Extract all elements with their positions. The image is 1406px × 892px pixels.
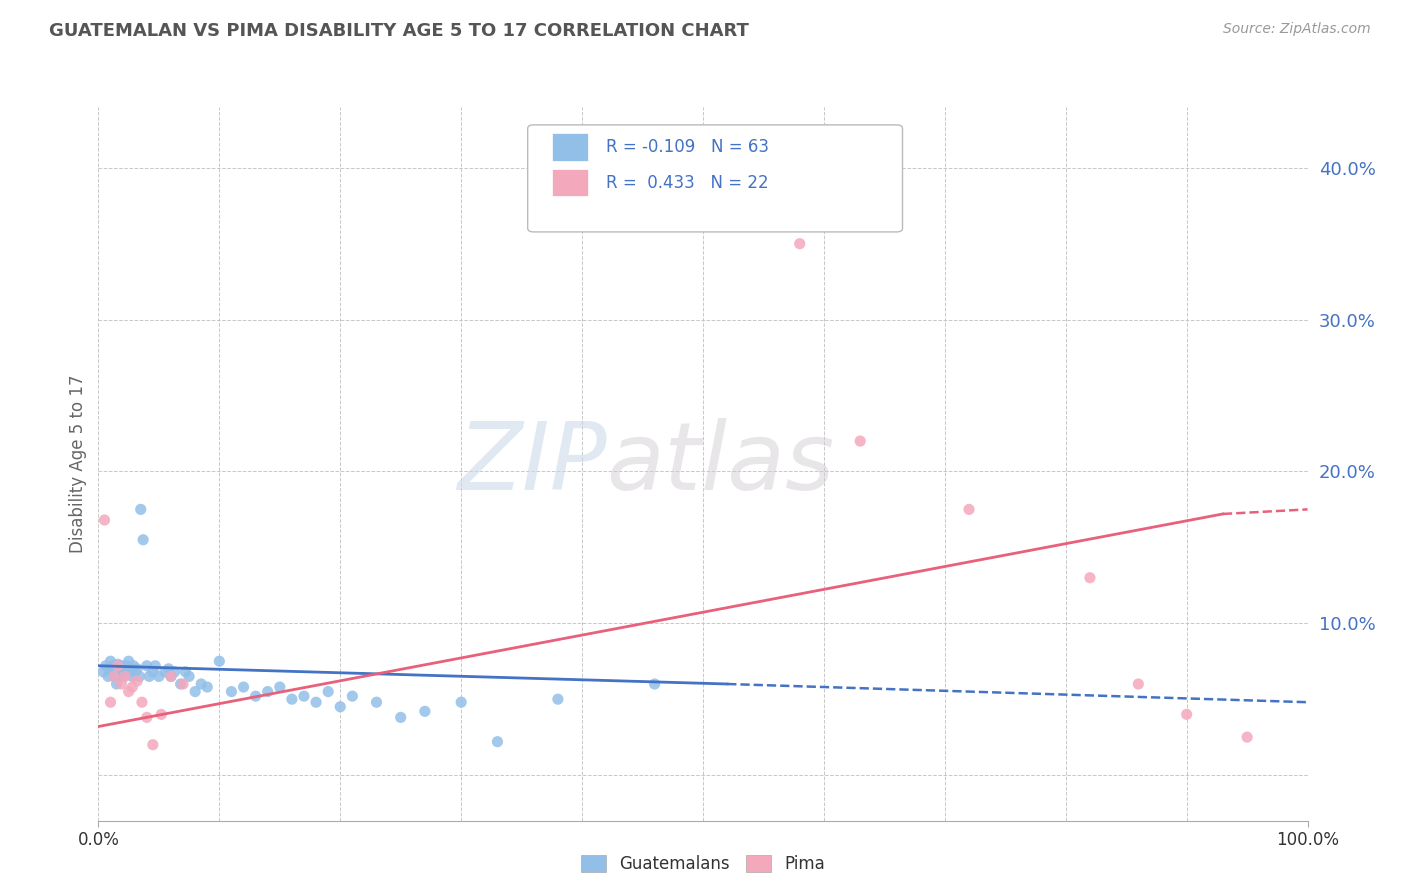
Point (135, 658, 157, 673)
Point (172, 677, 194, 691)
Point (1078, 571, 1101, 585)
Point (94, 658, 117, 673)
Point (100, 695, 122, 709)
Point (486, 734, 509, 748)
Point (129, 502, 152, 516)
Point (110, 658, 132, 673)
Point (108, 665, 131, 679)
Point (269, 680, 291, 694)
Text: R = -0.109   N = 63: R = -0.109 N = 63 (606, 138, 769, 156)
Point (127, 673, 149, 688)
Point (93, 513, 115, 527)
Point (316, 684, 339, 698)
Point (98, 662, 121, 676)
Text: GUATEMALAN VS PIMA DISABILITY AGE 5 TO 17 CORRELATION CHART: GUATEMALAN VS PIMA DISABILITY AGE 5 TO 1… (49, 22, 749, 40)
Point (1236, 730, 1258, 744)
Point (174, 665, 197, 679)
Point (104, 662, 127, 676)
Text: ZIP: ZIP (457, 418, 606, 509)
FancyBboxPatch shape (551, 169, 588, 196)
Point (107, 658, 129, 673)
Point (150, 707, 173, 722)
Point (118, 654, 141, 668)
Point (91, 665, 114, 679)
Point (103, 669, 125, 683)
Text: R =  0.433   N = 22: R = 0.433 N = 22 (606, 174, 769, 192)
Point (112, 669, 135, 683)
Point (108, 669, 131, 683)
Point (305, 695, 328, 709)
Point (389, 710, 412, 724)
Point (128, 669, 150, 683)
Point (143, 658, 166, 673)
Point (245, 689, 267, 703)
Point (111, 662, 134, 676)
Point (110, 677, 132, 691)
Point (118, 684, 141, 698)
Point (114, 669, 136, 683)
Point (366, 695, 388, 709)
Point (118, 665, 141, 679)
Point (101, 658, 124, 673)
Point (160, 669, 183, 683)
Point (135, 710, 157, 724)
Point (122, 658, 145, 673)
Y-axis label: Disability Age 5 to 17: Disability Age 5 to 17 (69, 375, 87, 553)
Point (329, 699, 352, 714)
Point (153, 665, 176, 679)
Point (957, 502, 980, 516)
Point (190, 677, 212, 691)
FancyBboxPatch shape (551, 134, 588, 161)
Point (107, 657, 129, 672)
Point (103, 669, 125, 683)
Point (124, 665, 146, 679)
Point (97, 669, 120, 683)
Point (138, 669, 160, 683)
Point (450, 695, 472, 709)
Point (1128, 677, 1150, 691)
Point (184, 684, 207, 698)
Point (789, 236, 811, 251)
Point (163, 665, 186, 679)
Point (127, 662, 149, 676)
Point (177, 669, 201, 683)
Text: Source: ZipAtlas.com: Source: ZipAtlas.com (1223, 22, 1371, 37)
Point (100, 665, 122, 679)
FancyBboxPatch shape (527, 125, 903, 232)
Point (114, 665, 136, 679)
Point (117, 662, 139, 676)
Point (157, 662, 180, 676)
Point (292, 689, 315, 703)
Point (100, 654, 122, 668)
Point (142, 665, 165, 679)
Point (115, 658, 138, 673)
Point (142, 738, 165, 752)
Point (121, 680, 143, 694)
Point (281, 692, 304, 706)
Point (413, 704, 436, 718)
Point (849, 434, 872, 448)
Text: atlas: atlas (606, 418, 835, 509)
Point (148, 669, 170, 683)
Point (644, 677, 666, 691)
Point (221, 684, 243, 698)
Point (105, 677, 128, 691)
Point (256, 684, 278, 698)
Point (131, 695, 153, 709)
Legend: Guatemalans, Pima: Guatemalans, Pima (574, 848, 832, 880)
Point (120, 662, 142, 676)
Point (195, 680, 218, 694)
Point (169, 677, 191, 691)
Point (342, 689, 364, 703)
Point (547, 692, 569, 706)
Point (1175, 707, 1198, 722)
Point (160, 669, 183, 683)
Point (208, 654, 231, 668)
Point (232, 680, 254, 694)
Point (121, 669, 143, 683)
Point (132, 533, 155, 547)
